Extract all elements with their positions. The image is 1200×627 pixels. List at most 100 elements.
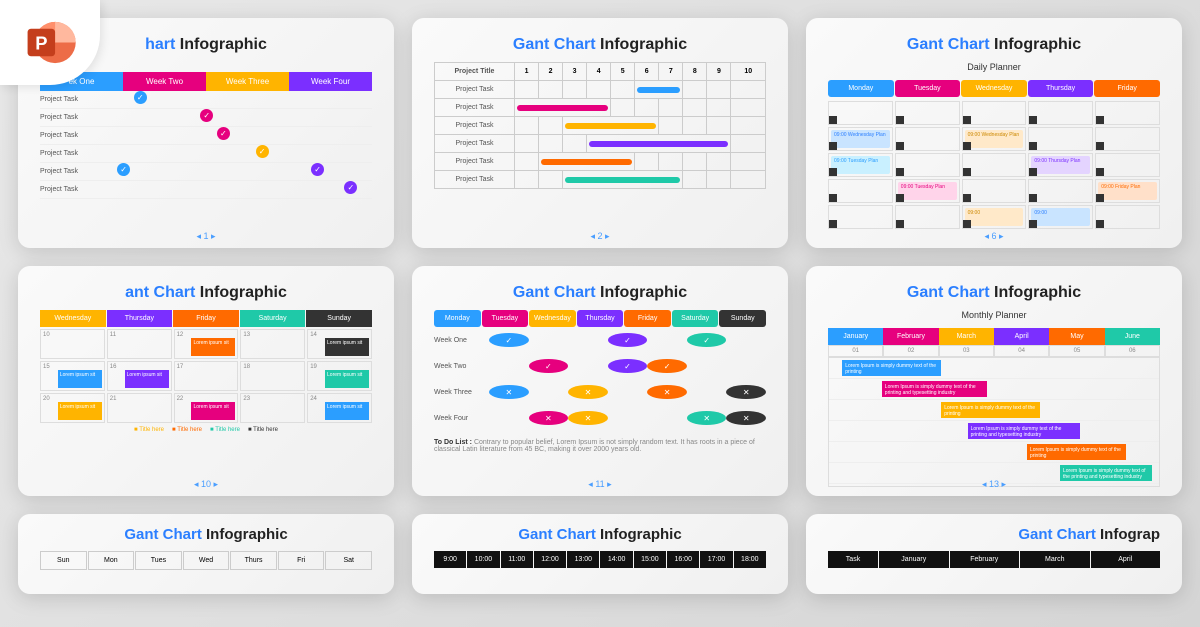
planner-cell (895, 205, 960, 229)
planner-cell (1028, 179, 1093, 203)
col-header: February (950, 551, 1020, 568)
week-header: Week Two (123, 72, 206, 91)
planner-cell (962, 101, 1027, 125)
hour-header: 16:00 (667, 551, 699, 568)
planner-cell (1028, 101, 1093, 125)
week-header: Week Three (206, 72, 289, 91)
legend-item: Title here (210, 427, 240, 433)
task-row: Project Task✓ (40, 109, 372, 127)
planner-cell (962, 179, 1027, 203)
planner-cell: 09:00 Wednesday Plan (962, 127, 1027, 151)
gantt-row: Project Task (435, 135, 766, 153)
day-header: Wednesday (529, 310, 576, 327)
day-header: Friday (624, 310, 671, 327)
month-header: May (1049, 328, 1104, 345)
col-header: March (1020, 551, 1090, 568)
day-header: Wed (183, 551, 230, 570)
legend-item: Title here (172, 427, 202, 433)
page-number: 13 (982, 479, 1006, 490)
task-row: Project Task✓ (40, 91, 372, 109)
svg-text:P: P (35, 32, 47, 53)
day-header: Tuesday (895, 80, 961, 97)
week-row: Week Four✕✕✕✕ (434, 405, 766, 431)
day-header: Thursday (107, 310, 173, 327)
legend-item: Title here (248, 427, 278, 433)
check-mark: ✕ (647, 385, 687, 399)
calendar-day: 14Lorem ipsum sit (307, 329, 372, 359)
calendar-day: 21 (107, 393, 172, 423)
planner-cell: 09:00 Thursday Plan (1028, 153, 1093, 177)
day-header: Friday (1094, 80, 1160, 97)
check-dot: ✓ (134, 91, 147, 104)
planner-cell: 09:00 Tuesday Plan (895, 179, 960, 203)
check-dot: ✓ (117, 163, 130, 176)
planner-cell: 09:00 Tuesday Plan (828, 153, 893, 177)
task-row: Project Task✓ (40, 127, 372, 145)
planner-cell (962, 153, 1027, 177)
calendar-day: 11 (107, 329, 172, 359)
hour-header: 15:00 (634, 551, 666, 568)
planner-cell (828, 179, 893, 203)
page-number: 2 (590, 231, 609, 242)
calendar-day: 16Lorem ipsum sit (107, 361, 172, 391)
subtitle: Monthly Planner (828, 310, 1160, 320)
check-mark: ✓ (687, 333, 727, 347)
calendar-day: 20Lorem ipsum sit (40, 393, 105, 423)
hour-header: 18:00 (734, 551, 766, 568)
slide-2: Gant Chart Infographic Project Title1234… (412, 18, 788, 248)
calendar-day: 10 (40, 329, 105, 359)
check-mark: ✓ (529, 359, 569, 373)
hour-header: 11:00 (501, 551, 533, 568)
slide-11: Gant Chart Infographic MondayTuesdayWedn… (412, 266, 788, 496)
calendar-day: 17 (174, 361, 239, 391)
slide-title: Gant Chart Infographic (434, 526, 766, 543)
hour-header: 17:00 (700, 551, 732, 568)
planner-cell: 09:00 Friday Plan (1095, 179, 1160, 203)
gantt-table: Project Title12345678910Project TaskProj… (434, 62, 766, 189)
gantt-row: Project Task (435, 81, 766, 99)
calendar-day: 24Lorem ipsum sit (307, 393, 372, 423)
calendar-day: 22Lorem ipsum sit (174, 393, 239, 423)
check-mark: ✓ (489, 333, 529, 347)
page-number: 1 (196, 231, 215, 242)
planner-cell (1095, 205, 1160, 229)
check-dot: ✓ (217, 127, 230, 140)
slide-title: Gant Chart Infographic (434, 36, 766, 54)
task-row: Project Task✓✓ (40, 163, 372, 181)
powerpoint-icon: P (23, 15, 78, 70)
day-header: Thursday (1028, 80, 1094, 97)
check-mark: ✓ (647, 359, 687, 373)
subtitle: Daily Planner (828, 62, 1160, 72)
check-mark: ✕ (687, 411, 727, 425)
slides-grid: hart Infographic ek OneWeek TwoWeek Thre… (0, 0, 1200, 612)
month-header: June (1105, 328, 1160, 345)
slide-title: Gant Chart Infographic (828, 36, 1160, 54)
day-header: Tuesday (482, 310, 529, 327)
calendar-day: 13 (240, 329, 305, 359)
month-bar: Lorem Ipsum is simply dummy text of the … (1027, 444, 1126, 460)
day-header: Wednesday (40, 310, 106, 327)
planner-cell: 09:00 (962, 205, 1027, 229)
hour-header: 14:00 (600, 551, 632, 568)
page-number: 11 (588, 479, 611, 490)
month-header: January (828, 328, 883, 345)
check-mark: ✕ (489, 385, 529, 399)
col-header: April (1091, 551, 1161, 568)
check-mark: ✕ (568, 385, 608, 399)
month-bar: Lorem Ipsum is simply dummy text of the … (941, 402, 1040, 418)
check-mark: ✓ (608, 333, 648, 347)
legend-item: Title here (134, 427, 164, 433)
day-header: Monday (828, 80, 894, 97)
check-mark: ✓ (608, 359, 648, 373)
slide-13: Gant Chart Infographic Monthly Planner J… (806, 266, 1182, 496)
slide-bottom-2: Gant Chart Infographic 9:0010:0011:0012:… (412, 514, 788, 594)
planner-cell (1095, 101, 1160, 125)
task-row: Project Task✓ (40, 145, 372, 163)
slide-bottom-1: Gant Chart Infographic SunMonTuesWedThur… (18, 514, 394, 594)
slide-title: Gant Chart Infographic (40, 526, 372, 543)
month-header: April (994, 328, 1049, 345)
hour-header: 12:00 (534, 551, 566, 568)
calendar-day: 15Lorem ipsum sit (40, 361, 105, 391)
month-bar: Lorem Ipsum is simply dummy text of the … (882, 381, 988, 397)
check-dot: ✓ (344, 181, 357, 194)
